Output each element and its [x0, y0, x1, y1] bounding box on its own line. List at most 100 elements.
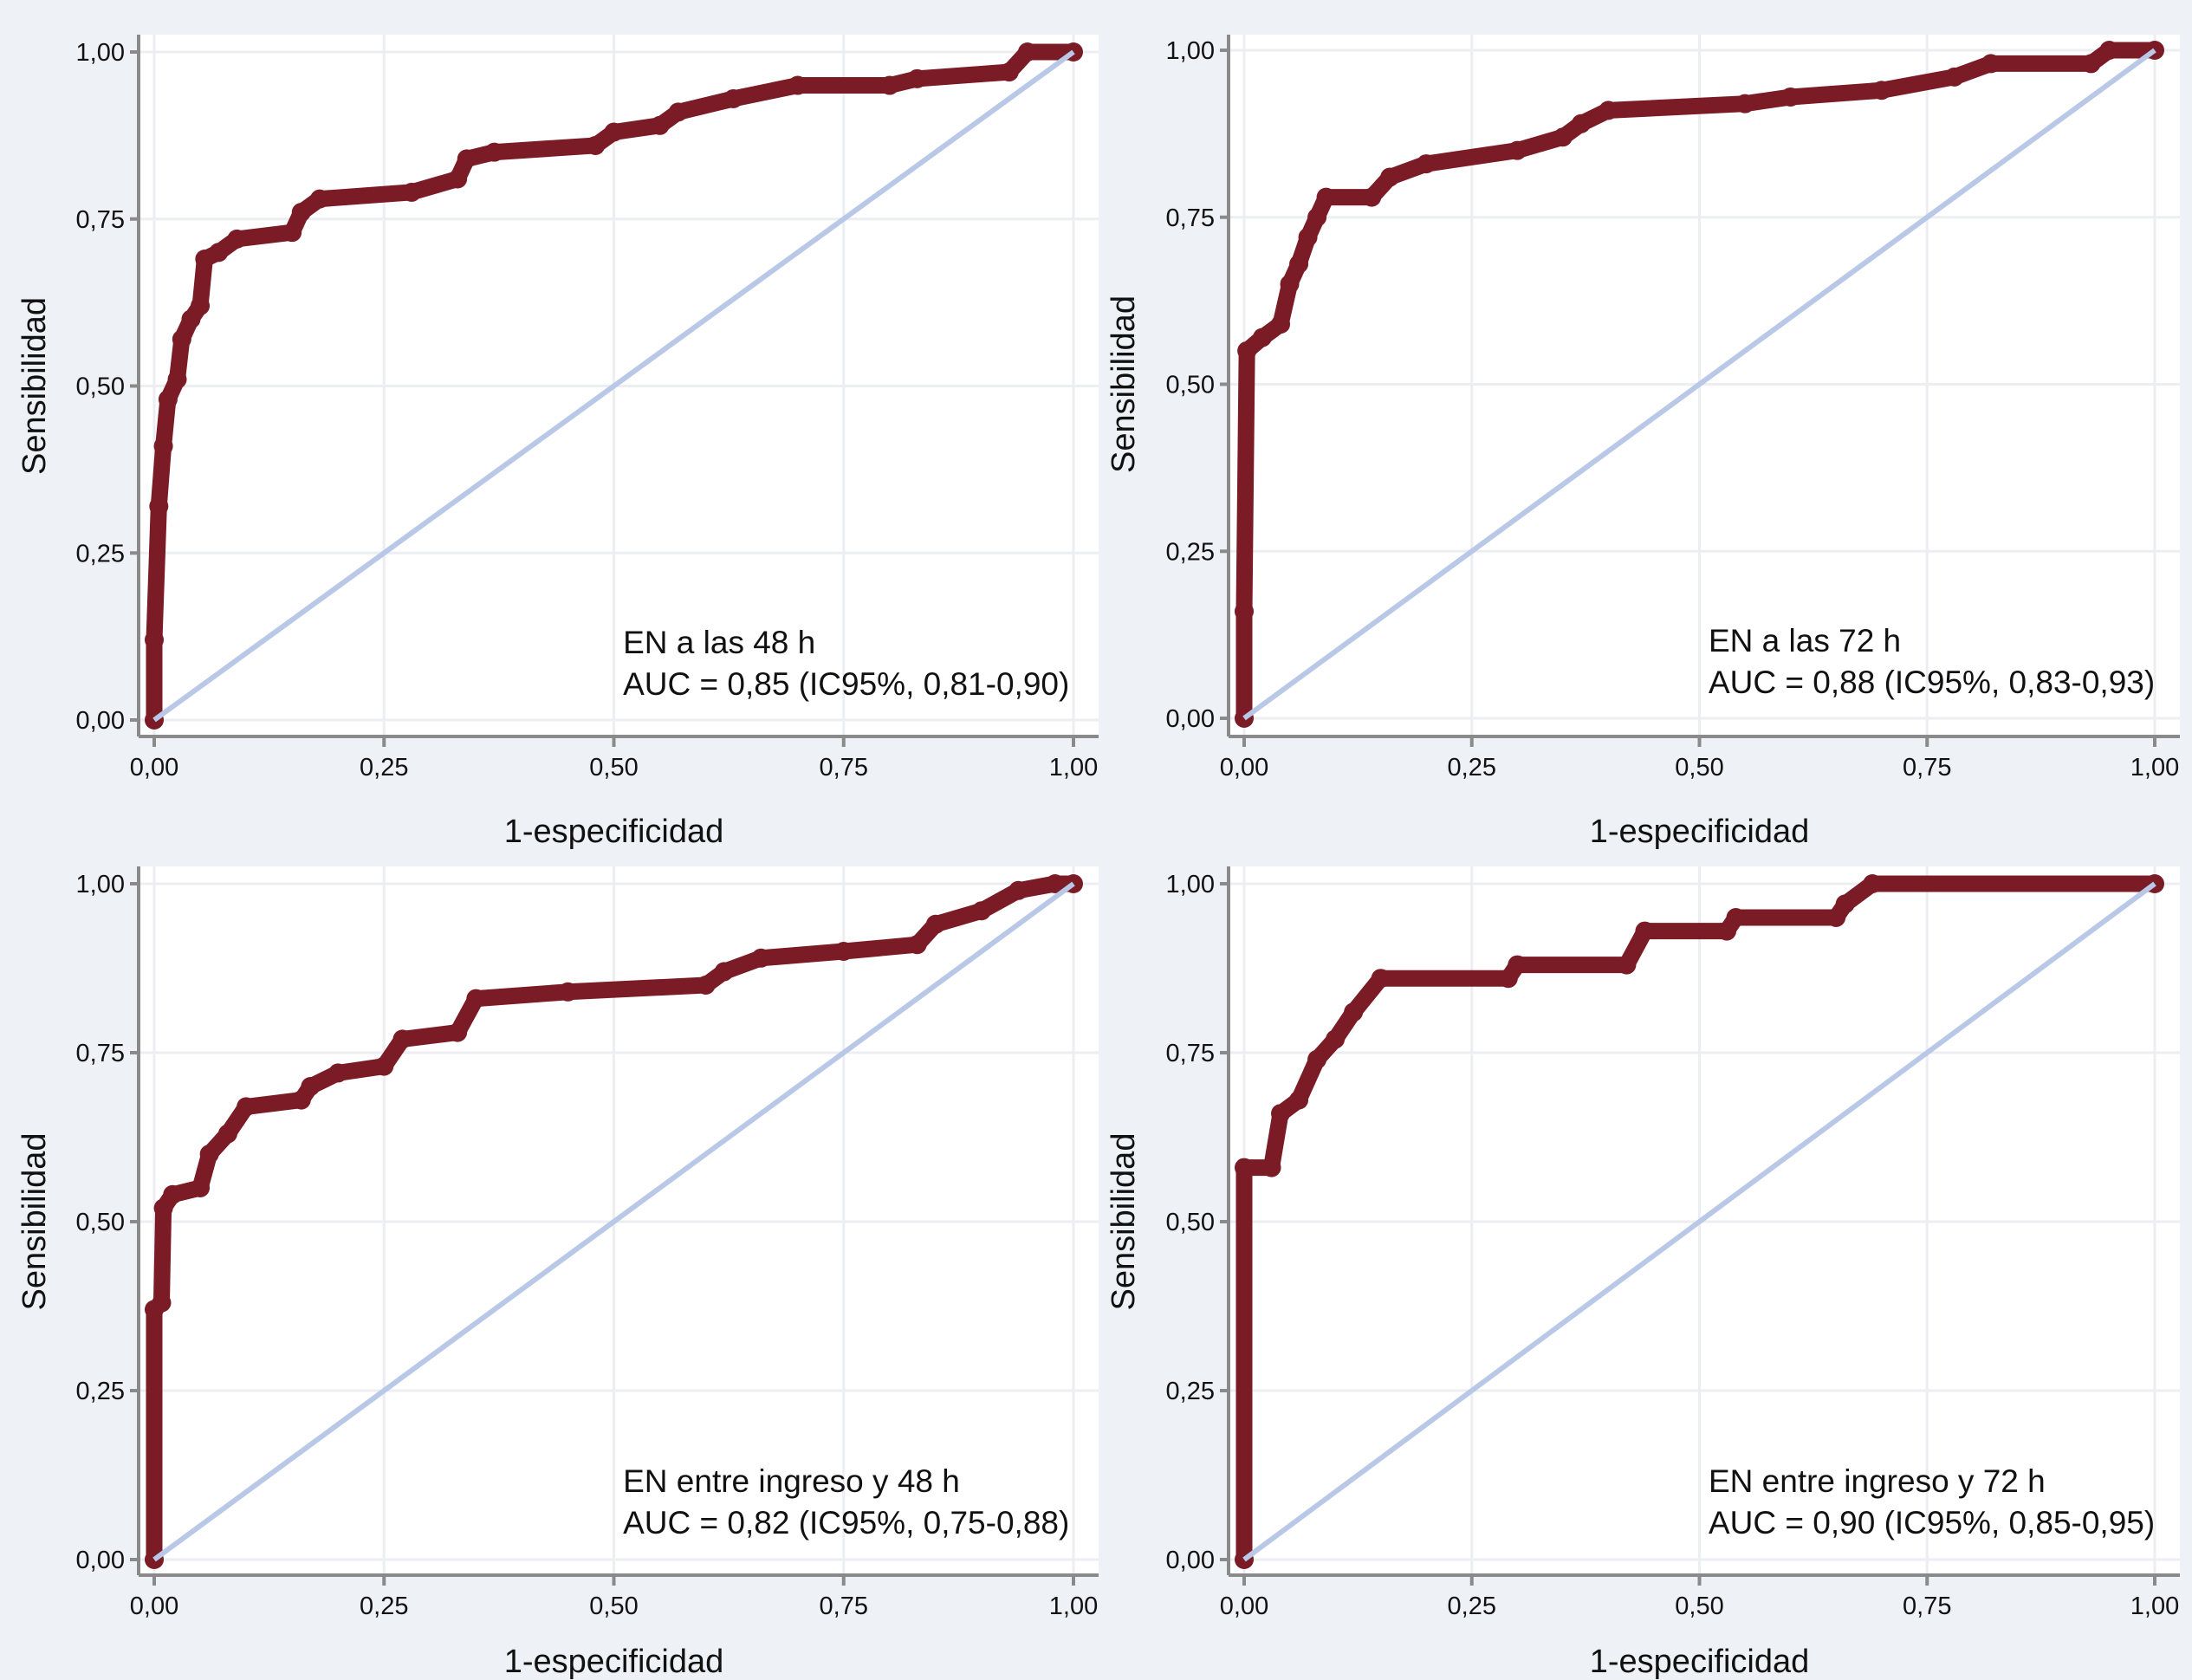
roc-point: [374, 1056, 394, 1076]
y-tick-label: 1,00: [1166, 37, 1215, 65]
y-axis-title: Sensibilidad: [16, 1133, 53, 1311]
y-tick-label: 0,00: [76, 1547, 125, 1574]
annotation-auc: AUC = 0,85 (IC95%, 0,81-0,90): [623, 666, 1069, 702]
y-tick-label: 0,25: [76, 1378, 125, 1405]
roc-point: [1944, 67, 1964, 87]
roc-point: [1235, 1158, 1254, 1177]
roc-point: [723, 88, 743, 108]
roc-point: [392, 1029, 412, 1049]
y-tick-label: 0,75: [76, 1040, 125, 1067]
roc-point: [1871, 81, 1891, 101]
y-tick-label: 0,25: [1166, 1378, 1215, 1405]
roc-point: [457, 149, 477, 169]
roc-point: [152, 1293, 172, 1313]
roc-point: [1307, 207, 1327, 227]
y-tick-label: 0,75: [76, 206, 125, 234]
roc-point: [153, 436, 173, 456]
roc-point: [1045, 874, 1065, 893]
roc-point: [925, 914, 945, 934]
x-tick-label: 0,50: [589, 754, 638, 782]
x-tick-label: 0,25: [1448, 754, 1496, 782]
roc-point: [1863, 874, 1883, 893]
roc-point: [199, 1145, 219, 1164]
roc-point: [291, 203, 311, 223]
roc-point: [181, 309, 201, 329]
roc-point: [558, 982, 578, 1002]
roc-point: [282, 223, 302, 243]
x-tick-label: 0,00: [1220, 1592, 1268, 1620]
y-tick-label: 1,00: [76, 39, 125, 67]
roc-point: [1253, 328, 1273, 347]
roc-point: [1553, 127, 1573, 147]
x-tick-label: 0,25: [1448, 1592, 1496, 1620]
x-tick-label: 0,00: [1220, 754, 1268, 782]
y-tick-label: 0,00: [1166, 1547, 1215, 1574]
x-axis-title: 1-especificidad: [1590, 1644, 1809, 1680]
roc-point: [448, 1022, 468, 1042]
x-tick-label: 1,00: [2130, 1592, 2179, 1620]
x-tick-label: 0,00: [130, 1592, 178, 1620]
roc-point: [788, 75, 807, 95]
roc-point: [1326, 1029, 1346, 1049]
roc-point: [1380, 167, 1400, 187]
annotation-title: EN a las 48 h: [623, 625, 815, 660]
roc-point: [466, 989, 486, 1009]
roc-point: [2081, 54, 2101, 74]
roc-point: [1508, 955, 1527, 975]
x-axis-title: 1-especificidad: [504, 814, 723, 850]
roc-point: [1235, 601, 1254, 621]
roc-point: [1271, 315, 1291, 334]
roc-point: [191, 295, 211, 315]
roc-point: [1826, 908, 1846, 927]
roc-point: [1835, 894, 1855, 914]
x-tick-label: 0,25: [360, 754, 408, 782]
roc-point: [1617, 955, 1637, 975]
y-tick-label: 0,50: [76, 1209, 125, 1236]
roc-point: [586, 135, 606, 155]
roc-point: [1362, 187, 1382, 207]
roc-point: [714, 962, 734, 982]
y-tick-label: 0,00: [1166, 705, 1215, 733]
y-axis-title: Sensibilidad: [1106, 1133, 1142, 1311]
x-axis-title: 1-especificidad: [504, 1644, 723, 1680]
roc-point: [1508, 140, 1527, 160]
x-tick-label: 0,50: [589, 1592, 638, 1620]
roc-point: [209, 243, 229, 263]
x-tick-label: 1,00: [1049, 754, 1098, 782]
roc-point: [153, 1198, 173, 1218]
roc-point: [448, 169, 468, 189]
roc-point: [1280, 274, 1300, 294]
annotation-title: EN entre ingreso y 48 h: [623, 1463, 960, 1499]
y-tick-label: 1,00: [76, 871, 125, 898]
roc-point: [2099, 41, 2119, 60]
roc-point: [1571, 114, 1591, 133]
roc-point: [1498, 969, 1518, 989]
roc-point: [1599, 101, 1618, 120]
roc-point: [696, 976, 716, 995]
y-tick-label: 0,50: [76, 373, 125, 401]
roc-point: [163, 1184, 183, 1204]
roc-point: [879, 75, 899, 95]
roc-point: [309, 189, 329, 209]
roc-point: [1371, 969, 1391, 989]
roc-point: [1735, 94, 1755, 114]
y-tick-label: 0,25: [76, 540, 125, 568]
roc-point: [1635, 921, 1655, 941]
reference-line: [1242, 881, 2156, 1562]
roc-point: [167, 369, 187, 389]
roc-point: [999, 62, 1019, 82]
roc-point: [1298, 227, 1318, 247]
y-tick-label: 0,75: [1166, 1040, 1215, 1067]
x-tick-label: 0,50: [1675, 1592, 1723, 1620]
y-tick-label: 0,50: [1166, 1209, 1215, 1236]
roc-point: [227, 229, 247, 249]
roc-point: [172, 329, 191, 349]
roc-point: [1271, 1104, 1291, 1124]
roc-point: [1780, 87, 1800, 107]
roc-point: [145, 630, 164, 650]
x-tick-label: 0,00: [130, 754, 178, 782]
annotation-auc: AUC = 0,90 (IC95%, 0,85-0,95): [1709, 1505, 2155, 1541]
x-axis-title: 1-especificidad: [1590, 814, 1809, 850]
chart-panel-bottom-right: 0,00 0,25 0,50 0,75 1,00 0,00 0,25 0,50 0,75 1,00…: [1106, 866, 2180, 1680]
